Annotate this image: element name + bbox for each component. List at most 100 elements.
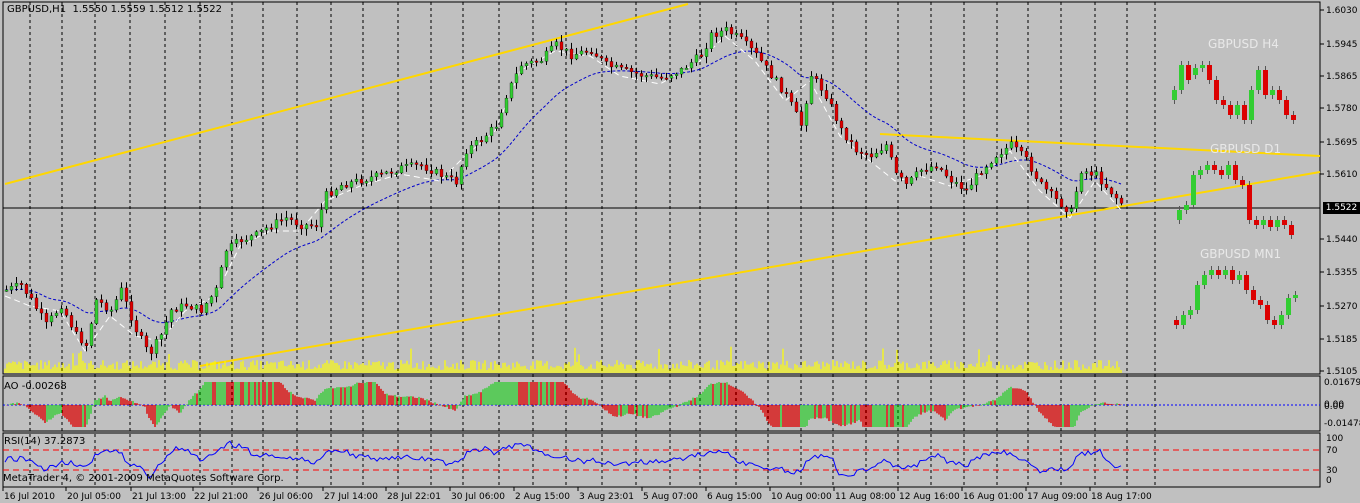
candle-body — [279, 219, 284, 222]
candle-body — [364, 181, 369, 184]
candle-body — [919, 169, 924, 172]
candle-body — [864, 153, 869, 155]
mini-h4-candle — [1179, 65, 1184, 90]
candle-body — [784, 92, 789, 94]
candle-body — [644, 75, 649, 78]
candle-body — [134, 320, 139, 333]
candle-body — [299, 224, 304, 230]
mini-h4-candle — [1214, 80, 1219, 100]
candle-body — [664, 77, 669, 80]
candle-body — [454, 176, 459, 185]
mini-h4-candle — [1228, 105, 1233, 115]
candle-body — [729, 27, 734, 35]
time-axis-label: 28 Jul 22:01 — [387, 492, 441, 502]
mini-d1-candle — [1184, 205, 1189, 210]
candle-body — [814, 76, 819, 79]
candle-body — [324, 191, 329, 210]
ao-axis-label: 0.00 — [1324, 400, 1344, 410]
candle-body — [909, 177, 914, 184]
mini-d1-candle — [1268, 220, 1273, 227]
candle-body — [604, 57, 609, 62]
time-axis-label: 21 Jul 13:00 — [132, 492, 186, 502]
candle-body — [589, 52, 594, 54]
time-axis-label: 6 Aug 15:00 — [707, 492, 762, 502]
candle-body — [9, 286, 14, 291]
candle-body — [679, 68, 684, 75]
candle-body — [229, 243, 234, 252]
mini-chart-d1-label: GBPUSD D1 — [1210, 142, 1282, 156]
candle-body — [534, 60, 539, 63]
mini-mn1-candle — [1209, 270, 1214, 275]
candle-body — [84, 342, 89, 346]
mini-mn1-candle — [1188, 310, 1193, 315]
time-axis-label: 5 Aug 07:00 — [643, 492, 698, 502]
candle-body — [959, 182, 964, 189]
candle-body — [214, 287, 219, 297]
mini-mn1-candle — [1216, 270, 1221, 275]
candle-body — [394, 172, 399, 175]
candle-body — [584, 50, 589, 53]
mini-h4-candle — [1186, 65, 1191, 80]
candle-body — [594, 53, 599, 57]
candle-body — [714, 32, 719, 37]
candle-body — [209, 296, 214, 304]
candle-body — [924, 169, 929, 172]
candle-body — [124, 287, 129, 302]
candle-body — [739, 33, 744, 37]
candle-body — [574, 54, 579, 60]
candle-body — [439, 169, 444, 177]
upper-channel-trendline — [4, 3, 689, 185]
price-axis-label: 1.5185 — [1326, 335, 1358, 345]
candle-body — [164, 322, 169, 335]
candle-body — [184, 303, 189, 307]
candle-body — [14, 283, 19, 287]
candle-body — [479, 140, 484, 143]
time-axis-label: 3 Aug 23:01 — [579, 492, 634, 502]
price-axis-label: 1.5355 — [1326, 268, 1358, 278]
rsi-axis-label: 100 — [1326, 434, 1343, 444]
candle-body — [699, 54, 704, 57]
candle-body — [514, 73, 519, 84]
mini-mn1-candle — [1258, 300, 1263, 305]
mini-h4-candle — [1277, 90, 1282, 100]
candle-body — [949, 175, 954, 183]
candle-body — [779, 77, 784, 93]
mini-chart-mn1-label: GBPUSD MN1 — [1200, 247, 1282, 261]
candle-body — [969, 184, 974, 190]
candle-body — [349, 181, 354, 188]
horizontal-resistance-trendline — [879, 133, 1321, 157]
candle-body — [129, 301, 134, 321]
time-axis-label: 27 Jul 14:00 — [324, 492, 378, 502]
candle-body — [529, 60, 534, 64]
mini-d1-candle — [1212, 165, 1217, 170]
candle-body — [694, 54, 699, 63]
mini-mn1-candle — [1293, 295, 1298, 298]
candle-body — [569, 48, 574, 60]
mini-chart-h4-label: GBPUSD H4 — [1208, 37, 1279, 51]
candle-body — [524, 63, 529, 67]
candle-body — [384, 171, 389, 174]
candle-body — [169, 309, 174, 323]
candle-body — [649, 74, 654, 77]
candle-body — [149, 346, 154, 354]
candle-body — [374, 172, 379, 177]
candle-body — [689, 62, 694, 69]
candle-body — [599, 56, 604, 59]
time-axis-label: 2 Aug 15:00 — [515, 492, 570, 502]
candle-body — [1114, 193, 1119, 199]
candle-body — [904, 177, 909, 184]
candle-body — [4, 289, 9, 292]
mini-mn1-candle — [1272, 320, 1277, 325]
candle-body — [89, 323, 94, 346]
time-axis-label: 20 Jul 05:00 — [67, 492, 121, 502]
candle-body — [339, 185, 344, 190]
candle-body — [139, 331, 144, 336]
candle-body — [314, 225, 319, 228]
candle-body — [764, 60, 769, 66]
mini-h4-candle — [1207, 65, 1212, 80]
candle-body — [869, 153, 874, 158]
time-axis-label: 10 Aug 00:00 — [771, 492, 832, 502]
candle-body — [719, 30, 724, 37]
candle-body — [544, 50, 549, 62]
